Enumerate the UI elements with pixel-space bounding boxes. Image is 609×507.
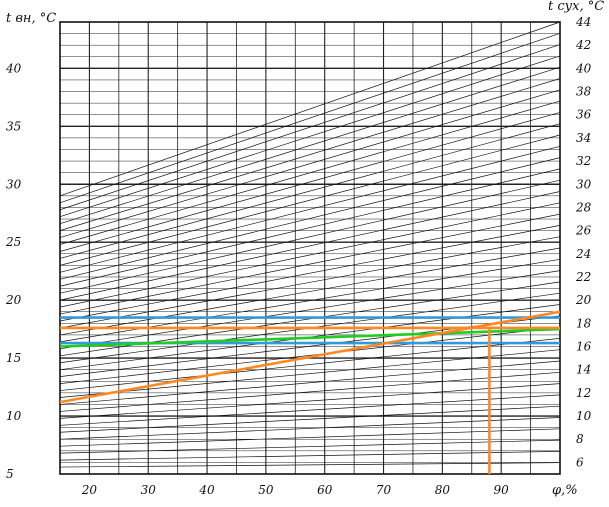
right-tick-label: 34	[576, 131, 591, 145]
x-tick-label: 50	[258, 483, 274, 497]
isotherm-line	[59, 202, 561, 308]
right-tick-label: 6	[576, 455, 584, 469]
left-axis-label: t вн, °С	[6, 11, 56, 26]
right-tick-label: 12	[576, 386, 591, 400]
isotherm-line	[59, 157, 561, 280]
right-tick-label: 16	[576, 340, 592, 354]
right-tick-label: 10	[576, 409, 592, 423]
isotherm-line	[59, 191, 561, 301]
overlay-line-5	[59, 310, 561, 404]
left-tick-label: 30	[6, 177, 22, 191]
horizontal-grid	[60, 33, 560, 463]
isotherm-line	[59, 134, 561, 266]
left-tick-label: 35	[6, 119, 21, 133]
right-tick-label: 40	[575, 61, 592, 75]
isotherm-line	[59, 213, 561, 315]
overlay-line-3	[59, 327, 561, 348]
left-tick-label: 20	[5, 293, 22, 307]
vertical-grid	[88, 22, 531, 474]
right-tick-label: 30	[576, 177, 592, 191]
right-tick-label: 32	[576, 154, 591, 168]
left-tick-label: 40	[5, 61, 22, 75]
isotherm-line	[59, 428, 561, 447]
left-tick-label: 5	[6, 467, 14, 481]
isotherm-line	[59, 360, 561, 405]
isotherm-line	[59, 451, 561, 461]
right-axis-label: t сух, °С	[548, 0, 604, 14]
isotherm-line	[59, 462, 561, 468]
isotherm-line	[59, 123, 561, 259]
right-tick-label: 8	[576, 432, 584, 446]
isotherm-line	[59, 78, 561, 231]
isotherm-line	[59, 326, 561, 384]
isotherm-line	[59, 21, 561, 197]
isotherm-line	[59, 44, 561, 211]
isotherm-line	[59, 112, 561, 252]
right-tick-label: 36	[576, 108, 592, 122]
isotherm-line	[59, 383, 561, 419]
right-tick-label: 44	[575, 15, 591, 29]
x-tick-label: 20	[81, 483, 98, 497]
x-axis-label: φ,%	[552, 483, 578, 498]
isotherm-line	[59, 338, 561, 391]
left-tick-label: 10	[6, 409, 22, 423]
right-tick-label: 26	[575, 224, 592, 238]
isotherm-line	[59, 417, 561, 440]
left-tick-label: 15	[6, 351, 21, 365]
isotherm-lines	[59, 21, 561, 475]
right-tick-label: 24	[575, 247, 591, 261]
x-tick-labels: 20 30 40 50 60 70 80 90	[81, 483, 509, 497]
isotherm-line	[59, 100, 561, 245]
isotherm-line	[59, 66, 561, 224]
isotherm-line	[59, 168, 561, 287]
x-tick-label: 60	[317, 483, 333, 497]
isotherm-line	[59, 405, 561, 433]
left-tick-label: 25	[5, 235, 21, 249]
isotherm-line	[59, 394, 561, 426]
right-tick-label: 20	[575, 293, 592, 307]
x-tick-label: 30	[141, 483, 157, 497]
x-tick-label: 40	[198, 483, 215, 497]
isotherm-line	[59, 32, 561, 204]
x-tick-label: 80	[435, 483, 451, 497]
isotherm-line	[59, 225, 561, 322]
isotherm-line	[59, 371, 561, 412]
right-tick-label: 38	[576, 85, 592, 99]
plot-frame	[59, 21, 561, 475]
isotherm-line	[59, 439, 561, 454]
isotherm-line	[59, 89, 561, 238]
isotherm-line	[59, 349, 561, 398]
right-tick-label: 42	[575, 38, 591, 52]
right-tick-label: 22	[575, 270, 591, 284]
isotherm-line	[59, 179, 561, 294]
isotherm-line	[59, 270, 561, 350]
left-tick-labels: 5 10 15 20 25 30 35 40	[5, 61, 22, 481]
right-tick-label: 28	[575, 200, 592, 214]
overlay-lines	[59, 310, 561, 474]
isotherm-line	[59, 145, 561, 273]
right-tick-label: 18	[576, 316, 592, 330]
isotherm-line	[59, 247, 561, 336]
right-tick-labels: 6 8 10 12 14 16 18 20 22 24 26 28 30 32 34 36 38 40 42 44	[575, 15, 592, 469]
x-tick-label: 70	[376, 483, 392, 497]
right-tick-label: 14	[576, 363, 591, 377]
x-tick-label: 90	[494, 483, 510, 497]
isotherm-line	[59, 55, 561, 218]
isotherm-line	[59, 236, 561, 329]
